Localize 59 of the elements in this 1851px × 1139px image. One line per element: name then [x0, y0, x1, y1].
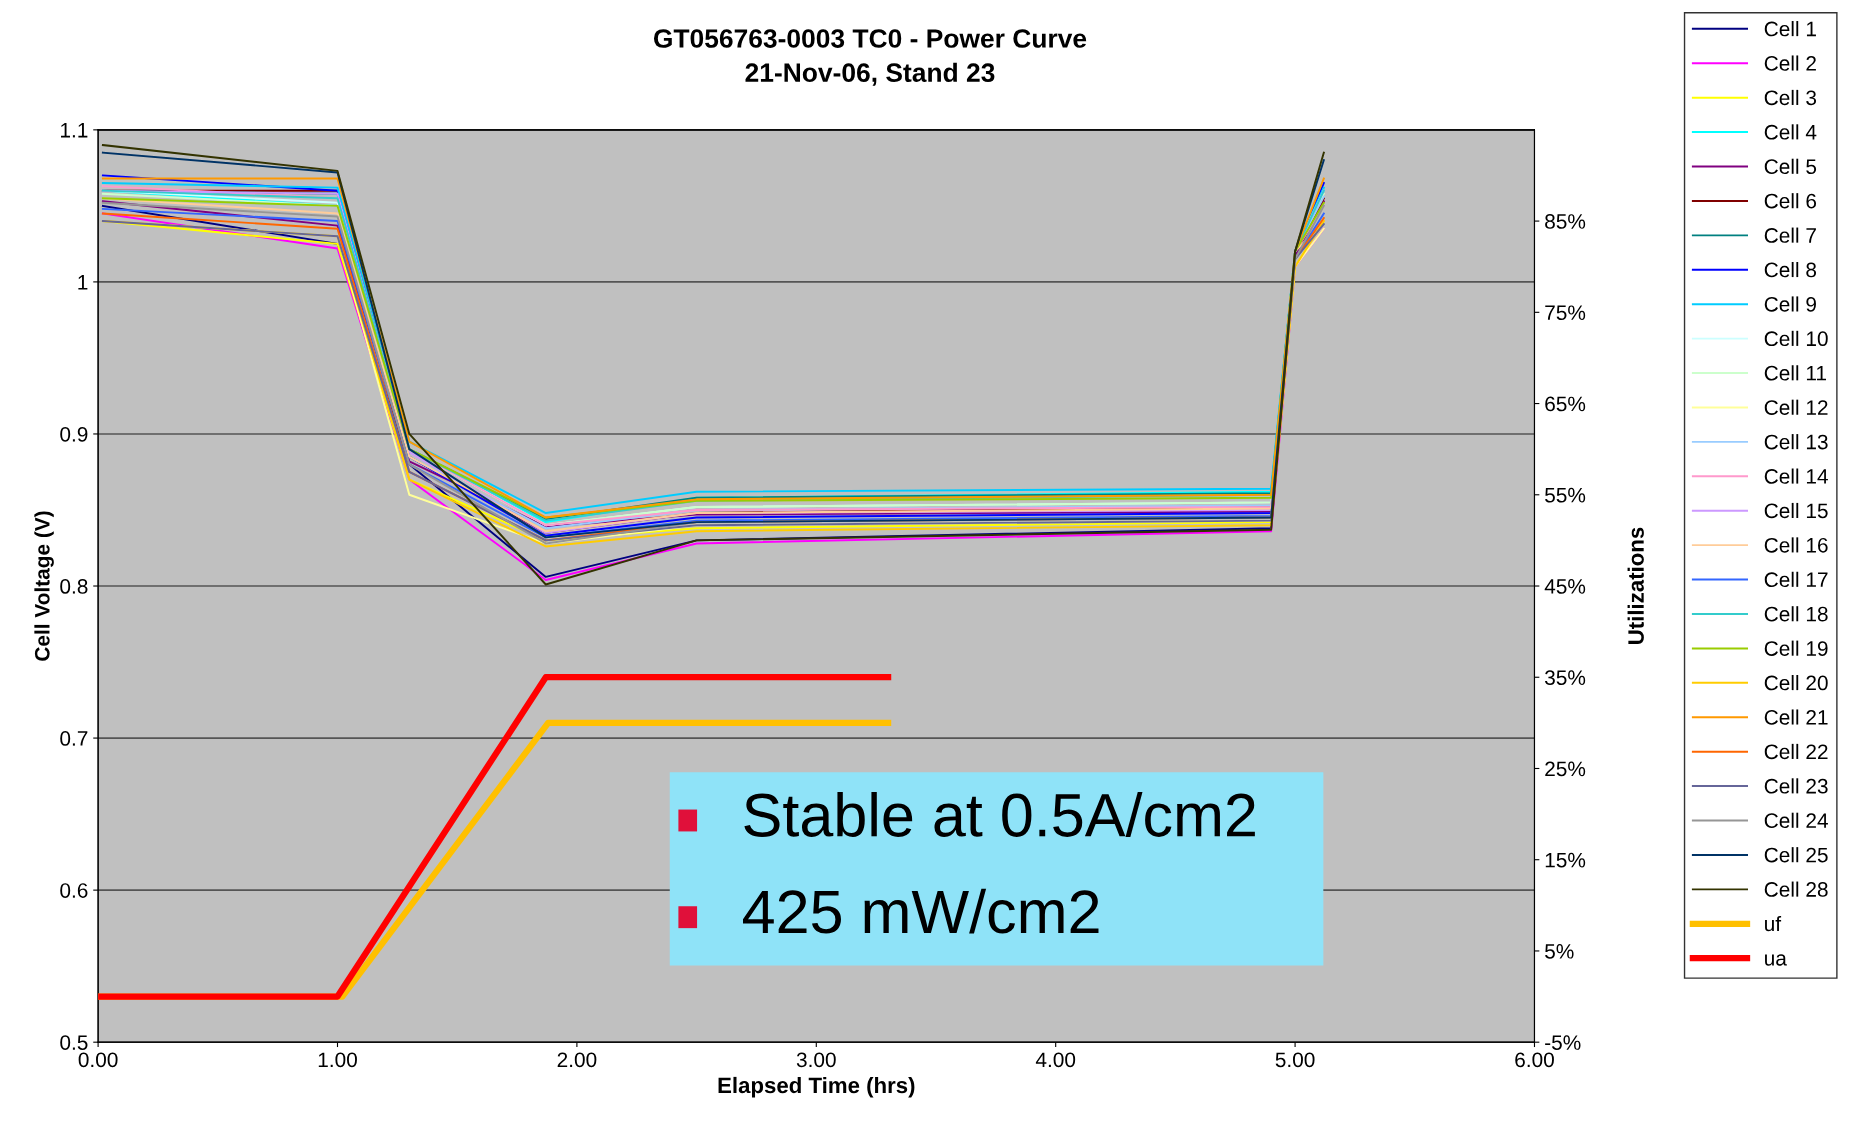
y2-axis-title: Utilizations: [1627, 527, 1644, 644]
legend-label: Cell 20: [1764, 675, 1828, 691]
y-tick-label: 1.1: [61, 123, 88, 138]
x-tick-label: 1.00: [318, 1052, 357, 1068]
legend-label: Cell 4: [1764, 124, 1817, 140]
legend-label: Cell 19: [1764, 640, 1828, 656]
chart-title: GT056763-0003 TC0 - Power Curve: [653, 29, 1087, 48]
legend-label: Cell 8: [1764, 261, 1817, 278]
legend-label: Cell 28: [1764, 881, 1828, 897]
y2-tick-label: 65%: [1545, 396, 1586, 412]
legend-label: Cell 5: [1764, 158, 1817, 175]
legend-label: ua: [1765, 954, 1787, 966]
legend-label: Cell 11: [1764, 365, 1826, 381]
x-tick-label: 2.00: [557, 1052, 597, 1068]
y2-tick-label: 15%: [1545, 852, 1586, 868]
y-tick-label: 0.9: [60, 426, 88, 442]
legend-label: Cell 15: [1764, 502, 1828, 519]
y2-tick-label: 75%: [1545, 305, 1586, 321]
legend-label: Cell 18: [1764, 606, 1828, 622]
legend-label: Cell 16: [1764, 537, 1828, 553]
annotation: 425 mW/cm2: [743, 888, 1099, 934]
y2-tick-label: -5%: [1545, 1035, 1581, 1050]
legend-label: Cell 22: [1764, 743, 1828, 760]
legend-label: Cell 13: [1764, 434, 1828, 450]
y-tick-label: 0.5: [60, 1035, 88, 1050]
legend-label: Cell 25: [1764, 847, 1828, 863]
y-tick-label: 0.6: [60, 883, 88, 898]
legend-label: Cell 21: [1764, 709, 1828, 725]
y-tick-label: 1: [78, 275, 88, 290]
legend-label: Cell 23: [1764, 778, 1828, 794]
legend-label: Cell 3: [1764, 89, 1817, 106]
legend-label: Cell 10: [1764, 330, 1828, 347]
x-tick-label: 4.00: [1035, 1052, 1076, 1068]
y2-tick-label: 25%: [1545, 761, 1586, 777]
legend-label: Cell 24: [1764, 812, 1828, 828]
y-tick-label: 0.7: [60, 731, 88, 746]
y2-tick-label: 85%: [1545, 214, 1586, 229]
x-tick-label: 5.00: [1275, 1052, 1315, 1068]
legend-label: Cell 14: [1764, 468, 1828, 484]
legend-label: Cell 2: [1764, 55, 1816, 71]
y-tick-label: 0.8: [60, 579, 88, 594]
x-tick-label: 3.00: [796, 1052, 836, 1068]
legend-label: Cell 17: [1764, 571, 1828, 588]
y2-tick-label: 55%: [1545, 487, 1586, 503]
y2-tick-label: 45%: [1544, 579, 1586, 594]
y-axis-title: Cell Voltage (V): [34, 511, 54, 661]
legend-label: Cell 12: [1764, 399, 1828, 415]
annotation: Stable at 0.5A/cm2: [744, 792, 1255, 837]
chart-subtitle: 21-Nov-06, Stand 23: [745, 62, 995, 86]
legend-label: uf: [1765, 915, 1782, 932]
legend-label: Cell 6: [1764, 193, 1817, 209]
y2-tick-label: 5%: [1545, 944, 1574, 959]
legend-label: Cell 9: [1764, 296, 1816, 312]
x-tick-label: 6.00: [1515, 1052, 1554, 1068]
legend-label: Cell 7: [1764, 227, 1816, 243]
x-axis-title: Elapsed Time (hrs): [718, 1076, 915, 1098]
x-tick-label: 0.00: [78, 1052, 118, 1068]
y2-tick-label: 35%: [1545, 670, 1586, 685]
legend-label: Cell 1: [1764, 21, 1816, 37]
